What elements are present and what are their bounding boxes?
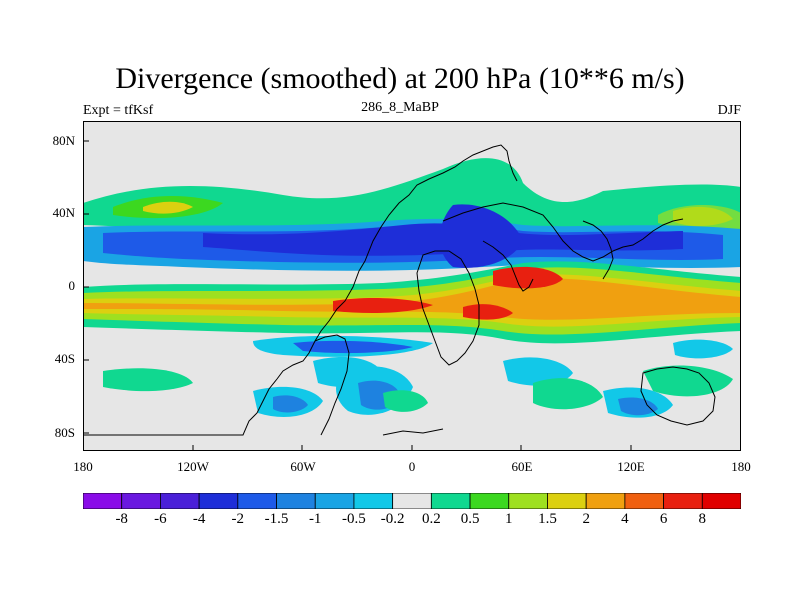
coastline-asia-peninsula xyxy=(482,240,534,292)
x-tick-180e: 180 xyxy=(731,459,751,474)
contour-orange-equator xyxy=(83,278,741,320)
contour-green-north xyxy=(83,158,741,233)
colorbar-label: -0.2 xyxy=(380,511,405,527)
colorbar-label: 8 xyxy=(698,511,707,527)
coastline-americas xyxy=(83,144,518,436)
contour-red-africa xyxy=(493,266,563,289)
colorbar-label: 1 xyxy=(505,511,513,527)
colorbar-cell xyxy=(353,493,394,509)
contour-red-east-pacific xyxy=(333,298,433,313)
period-label: 286_8_MaBP xyxy=(361,100,439,115)
colorbar-label: -4 xyxy=(192,511,206,527)
coastlines xyxy=(83,144,716,436)
colorbar-label: -1.5 xyxy=(264,511,289,527)
contour-deep-blue-asia xyxy=(439,204,523,268)
x-tick-120e: 120E xyxy=(617,459,645,474)
colorbar-label: -6 xyxy=(154,511,167,527)
colorbar-cell xyxy=(237,493,277,509)
y-tick-80s: 80S xyxy=(54,425,75,440)
colorbar-cell xyxy=(508,493,548,509)
coastline-south-america xyxy=(314,334,350,436)
colorbar-label: -8 xyxy=(115,511,128,527)
contour-lime-north-east xyxy=(658,205,741,231)
colorbar-label: -1 xyxy=(308,511,322,527)
divergence-map xyxy=(83,121,741,451)
contour-cyan-south-5 xyxy=(673,339,733,359)
contour-green-south-1 xyxy=(103,368,193,392)
colorbar-cell xyxy=(314,493,355,509)
coastline-eurasia xyxy=(442,202,684,262)
colorbar-label: 4 xyxy=(621,511,629,527)
coastline-australia xyxy=(640,366,716,426)
coastline-southeast-asia xyxy=(582,220,614,280)
colorbar-cell xyxy=(624,493,664,509)
colorbar-cell xyxy=(198,493,239,509)
axis-ticks xyxy=(83,140,632,451)
colorbar-cell xyxy=(392,493,432,509)
x-tick-0: 0 xyxy=(408,459,416,474)
coastline-africa xyxy=(416,250,480,366)
colorbar-label: 0.2 xyxy=(422,511,441,527)
contour-blue-south-4 xyxy=(618,397,658,416)
y-tick-80n: 80N xyxy=(52,133,75,148)
colorbar-cell xyxy=(547,493,587,509)
colorbar-cell xyxy=(663,493,703,509)
colorbar-cell xyxy=(701,493,741,509)
season-label: DJF xyxy=(717,103,741,118)
colorbar-label: -0.5 xyxy=(342,511,366,527)
colorbar-cell xyxy=(121,493,161,509)
x-tick-60e: 60E xyxy=(511,459,533,474)
contour-green-south-2 xyxy=(533,378,603,410)
colorbar xyxy=(83,493,741,509)
colorbar-label: 1.5 xyxy=(538,511,557,527)
colorbar-cell xyxy=(276,493,316,509)
colorbar-cell xyxy=(83,493,123,509)
colorbar-label: 6 xyxy=(659,511,668,527)
colorbar-cell xyxy=(469,493,510,509)
colorbar-label: 2 xyxy=(582,511,590,527)
experiment-label: Expt = tfKsf xyxy=(83,103,154,118)
contour-green-south-4 xyxy=(383,390,428,412)
y-tick-0: 0 xyxy=(68,278,76,293)
x-tick-180w: 180 xyxy=(73,459,93,474)
y-tick-40n: 40N xyxy=(52,205,75,220)
x-tick-120w: 120W xyxy=(177,459,209,474)
contour-blue-south-pacific xyxy=(293,340,413,354)
colorbar-cell xyxy=(585,493,626,509)
contour-red-indian xyxy=(463,304,513,320)
colorbar-label: -2 xyxy=(231,511,245,527)
contour-blue-south-1 xyxy=(273,395,308,413)
plot-title: Divergence (smoothed) at 200 hPa (10**6 … xyxy=(115,62,685,95)
colorbar-cell xyxy=(430,493,471,509)
x-tick-60w: 60W xyxy=(290,459,316,474)
contour-yellow-north xyxy=(143,201,193,214)
colorbar-label: 0.5 xyxy=(460,511,480,527)
y-tick-40s: 40S xyxy=(54,351,75,366)
coastline-antarctica-edge xyxy=(382,428,444,436)
contour-green-south-3 xyxy=(643,365,733,397)
colorbar-cell xyxy=(160,493,200,509)
